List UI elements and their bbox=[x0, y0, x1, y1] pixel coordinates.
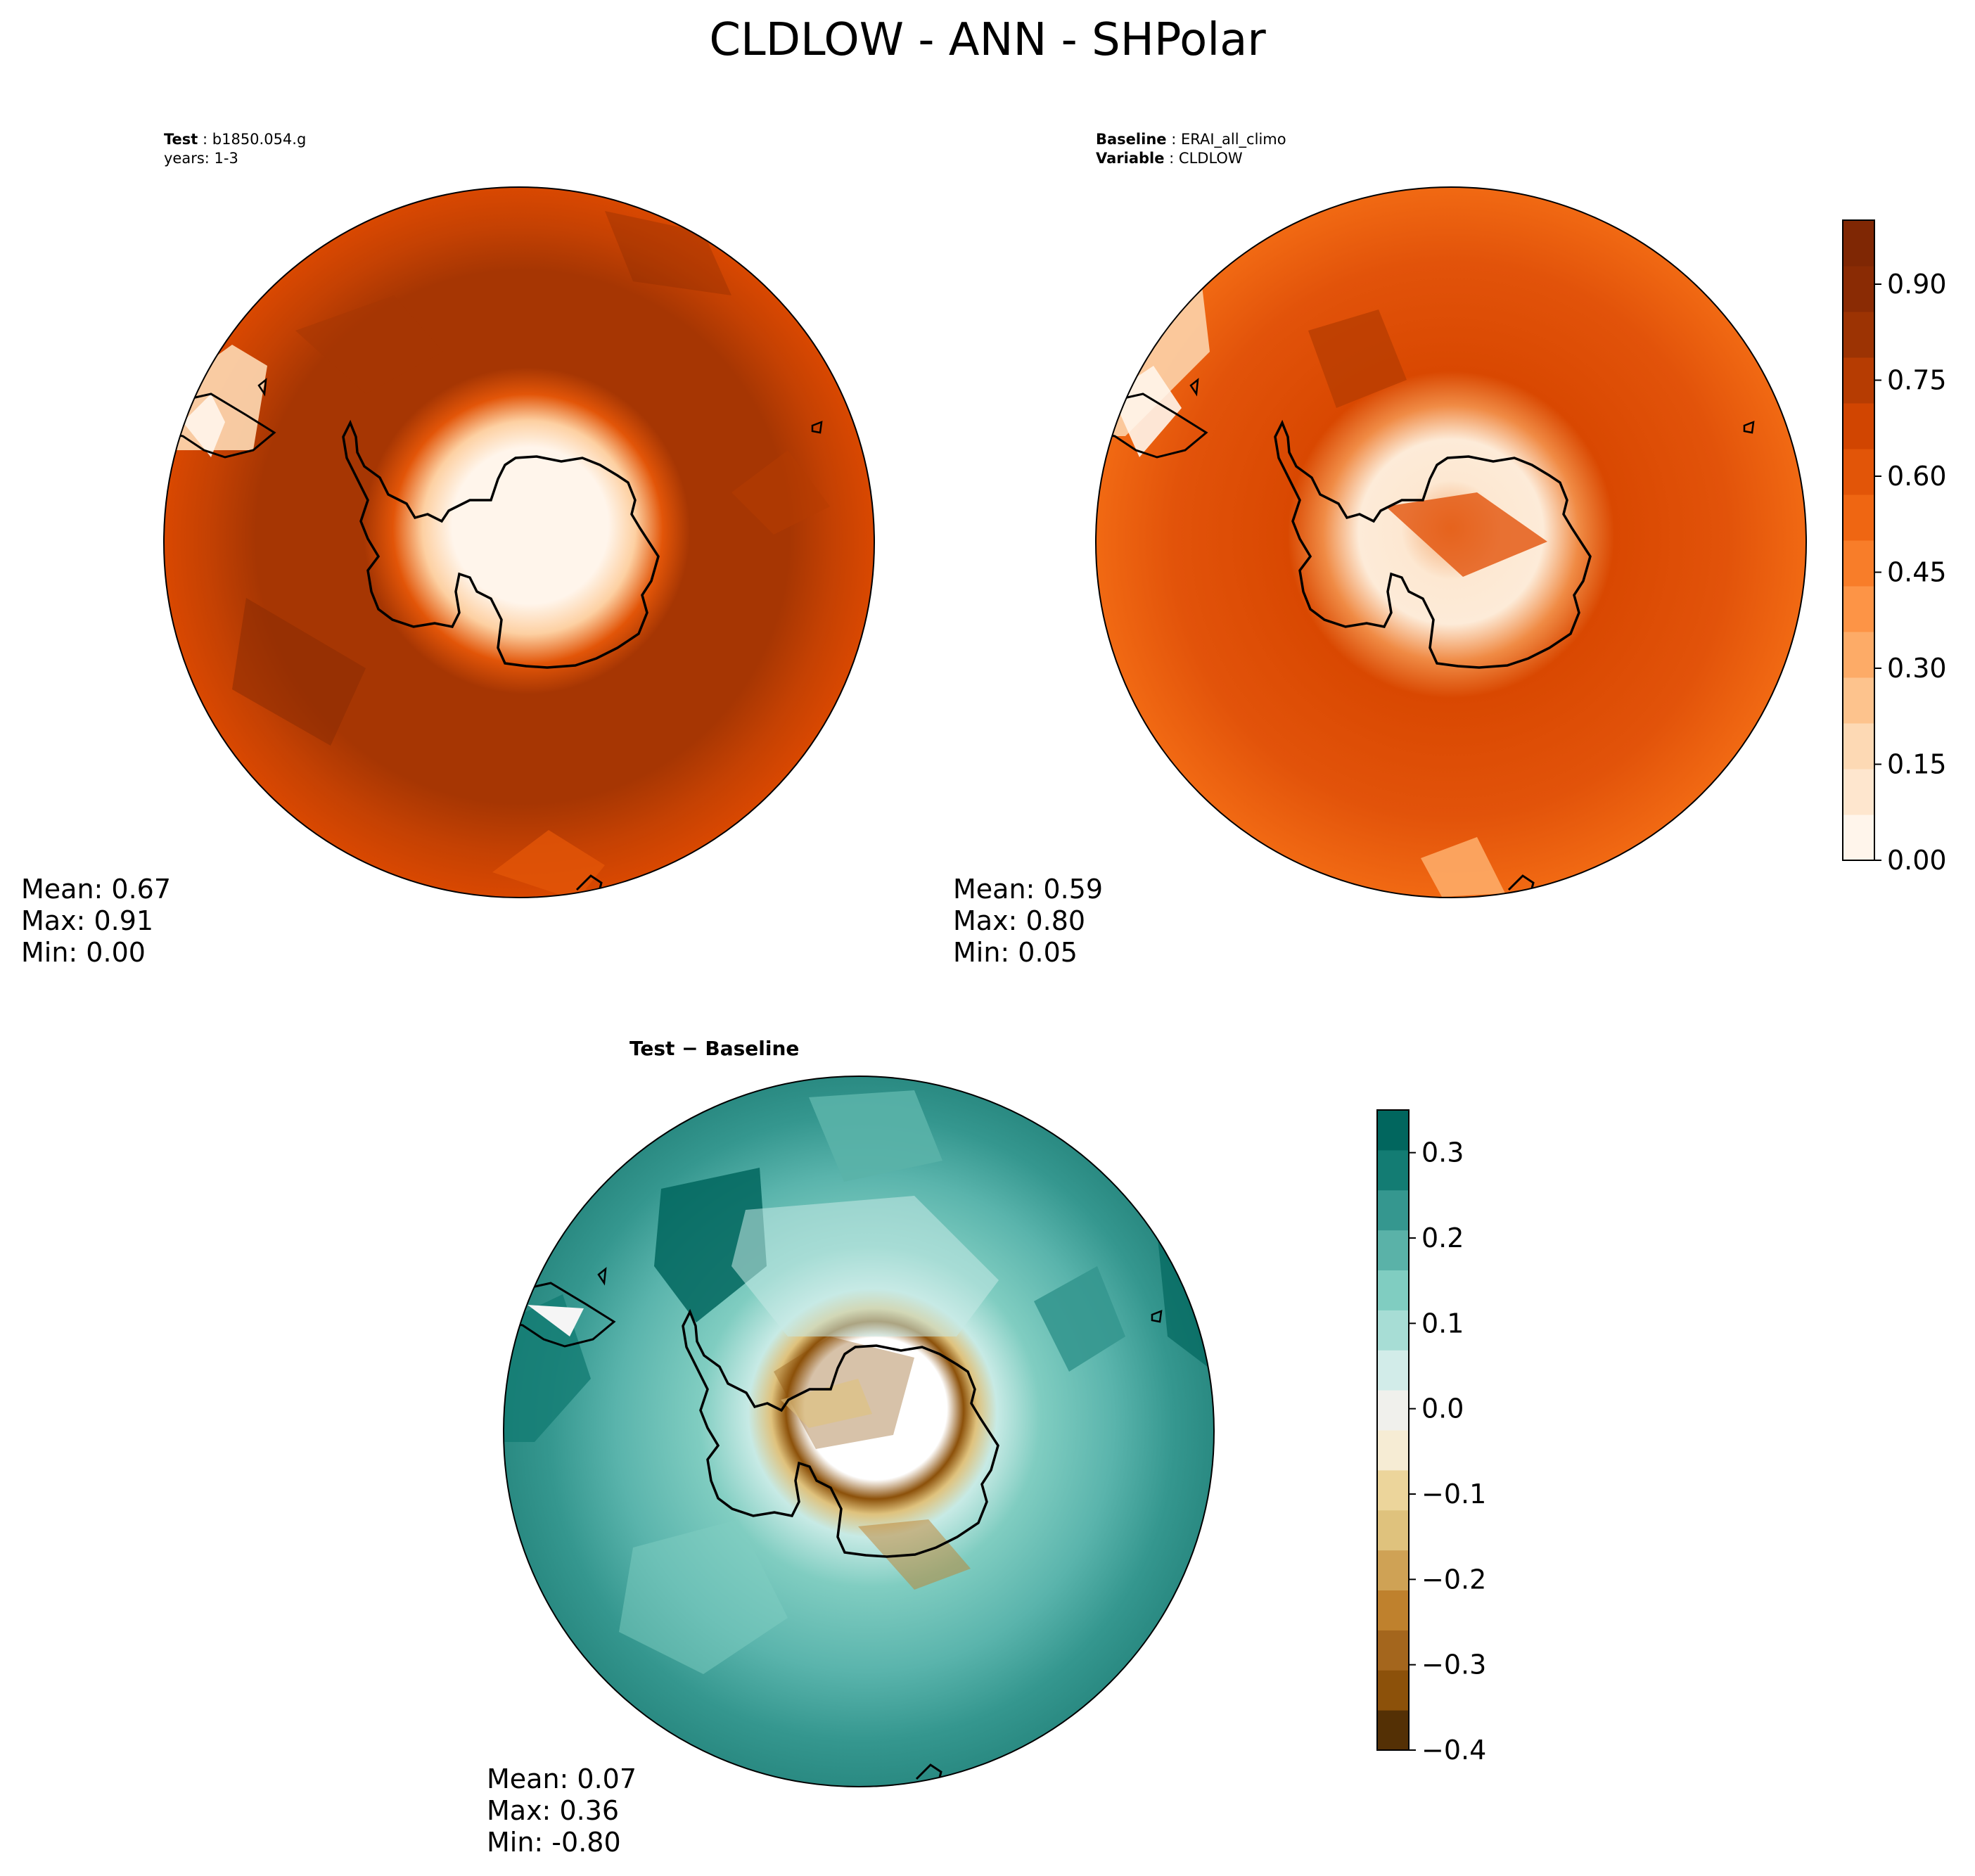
colorbar-swatch bbox=[1377, 1110, 1409, 1151]
colorbar-tick-label: 0.75 bbox=[1887, 365, 1947, 396]
colorbar-swatch bbox=[1843, 723, 1874, 770]
baseline-header-key: Baseline bbox=[1096, 131, 1167, 148]
baseline-variable-key: Variable bbox=[1096, 150, 1164, 167]
baseline-map bbox=[1096, 187, 1806, 898]
colorbar-swatch bbox=[1377, 1469, 1409, 1511]
colorbar-tick-label: −0.3 bbox=[1421, 1650, 1486, 1680]
svg-text:Variable : CLDLOW: Variable : CLDLOW bbox=[1096, 150, 1243, 167]
colorbar-tick-label: 0.60 bbox=[1887, 461, 1947, 492]
colorbar-swatch bbox=[1377, 1310, 1409, 1351]
baseline-variable-value: CLDLOW bbox=[1179, 150, 1243, 167]
colorbar-tick-label: 0.90 bbox=[1887, 269, 1947, 300]
diff-min: Min: -0.80 bbox=[487, 1827, 621, 1858]
colorbar-swatch bbox=[1843, 677, 1874, 724]
colorbar-swatch bbox=[1377, 1189, 1409, 1231]
test-map bbox=[164, 187, 874, 898]
test-max: Max: 0.91 bbox=[21, 905, 153, 936]
diff-header: Test − Baseline bbox=[629, 1037, 799, 1060]
test-header-key: Test bbox=[164, 131, 198, 148]
svg-text:Baseline : ERAI_all_climo: Baseline : ERAI_all_climo bbox=[1096, 131, 1286, 148]
colorbar-swatch bbox=[1843, 449, 1874, 495]
colorbar-frame bbox=[1376, 1109, 1410, 1751]
colorbar-swatch bbox=[1377, 1510, 1409, 1551]
test-header-value: b1850.054.g bbox=[212, 131, 307, 148]
colorbar-swatch bbox=[1843, 494, 1874, 541]
colorbar-swatch bbox=[1843, 403, 1874, 449]
colorbar-tick-label: −0.1 bbox=[1421, 1479, 1486, 1510]
baseline-mean: Mean: 0.59 bbox=[953, 874, 1103, 905]
colorbar-swatch bbox=[1377, 1230, 1409, 1270]
colorbar-swatch bbox=[1843, 220, 1874, 267]
baseline-max: Max: 0.80 bbox=[953, 905, 1085, 936]
colorbar-tick-label: 0.30 bbox=[1887, 653, 1947, 684]
colorbar-swatch bbox=[1377, 1390, 1409, 1431]
diff-mean: Mean: 0.07 bbox=[487, 1763, 637, 1794]
colorbar-tick-label: 0.45 bbox=[1887, 557, 1947, 588]
colorbar-frame bbox=[1842, 219, 1875, 861]
test-header-years: years: 1-3 bbox=[164, 150, 238, 167]
colorbar-swatch bbox=[1843, 815, 1874, 861]
colorbar-swatch bbox=[1843, 540, 1874, 587]
colorbar-swatch bbox=[1843, 769, 1874, 815]
colorbar-swatch bbox=[1377, 1630, 1409, 1671]
colorbar-swatch bbox=[1843, 312, 1874, 358]
test-min: Min: 0.00 bbox=[21, 937, 146, 968]
colorbar-tick-label: 0.1 bbox=[1421, 1308, 1464, 1339]
diff-map bbox=[504, 1076, 1214, 1787]
figure-title: CLDLOW - ANN - SHPolar bbox=[709, 14, 1266, 66]
colorbar-swatch bbox=[1377, 1710, 1409, 1751]
colorbar-tick-label: 0.0 bbox=[1421, 1393, 1464, 1424]
colorbar-swatch bbox=[1377, 1350, 1409, 1391]
colorbar-tick-label: −0.4 bbox=[1421, 1735, 1486, 1766]
svg-text:Test : b1850.054.g: Test : b1850.054.g bbox=[164, 131, 306, 148]
colorbar-swatch bbox=[1377, 1670, 1409, 1711]
colorbar-swatch bbox=[1843, 266, 1874, 312]
colorbar-swatch bbox=[1843, 357, 1874, 404]
colorbar-difference: 0.3 0.2 0.1 0.0 −0.1 −0.2 −0.3 −0.4 bbox=[1376, 1109, 1486, 1766]
colorbar-swatch bbox=[1377, 1149, 1409, 1191]
colorbar-tick-label: −0.2 bbox=[1421, 1564, 1486, 1595]
colorbar-swatch bbox=[1377, 1430, 1409, 1471]
colorbar-swatch bbox=[1843, 586, 1874, 632]
colorbar-tick-label: 0.00 bbox=[1887, 845, 1947, 876]
baseline-panel: Baseline : ERAI_all_climo Variable : CLD… bbox=[953, 131, 1807, 968]
colorbar-swatch bbox=[1377, 1270, 1409, 1310]
colorbar-test-baseline: 0.00 0.15 0.30 0.45 0.60 0.75 0.90 bbox=[1842, 219, 1947, 876]
test-mean: Mean: 0.67 bbox=[21, 874, 171, 905]
colorbar-swatch bbox=[1377, 1550, 1409, 1590]
diff-max: Max: 0.36 bbox=[487, 1795, 619, 1826]
colorbar-tick-label: 0.3 bbox=[1421, 1137, 1464, 1168]
colorbar-tick-label: 0.2 bbox=[1421, 1223, 1464, 1253]
colorbar-swatch bbox=[1377, 1590, 1409, 1631]
baseline-min: Min: 0.05 bbox=[953, 937, 1078, 968]
diff-panel: Test − Baseline Mean: 0.07 Max: 0.36 Min… bbox=[487, 1037, 1215, 1858]
colorbar-tick-label: 0.15 bbox=[1887, 749, 1947, 780]
baseline-header-value: ERAI_all_climo bbox=[1181, 131, 1286, 148]
test-panel: Test : b1850.054.g years: 1-3 Mean: 0.67… bbox=[21, 131, 875, 968]
colorbar-swatch bbox=[1843, 632, 1874, 678]
